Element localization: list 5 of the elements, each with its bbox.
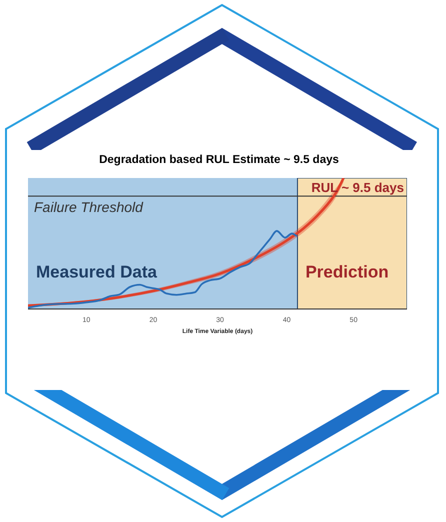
annotation: RUL ~ 9.5 days <box>311 180 404 195</box>
chart-title: Degradation based RUL Estimate ~ 9.5 days <box>98 154 340 166</box>
band-label: Prediction <box>305 262 389 282</box>
ref-line-label: Failure Threshold <box>34 199 144 216</box>
band-label: Measured Data <box>36 262 158 282</box>
